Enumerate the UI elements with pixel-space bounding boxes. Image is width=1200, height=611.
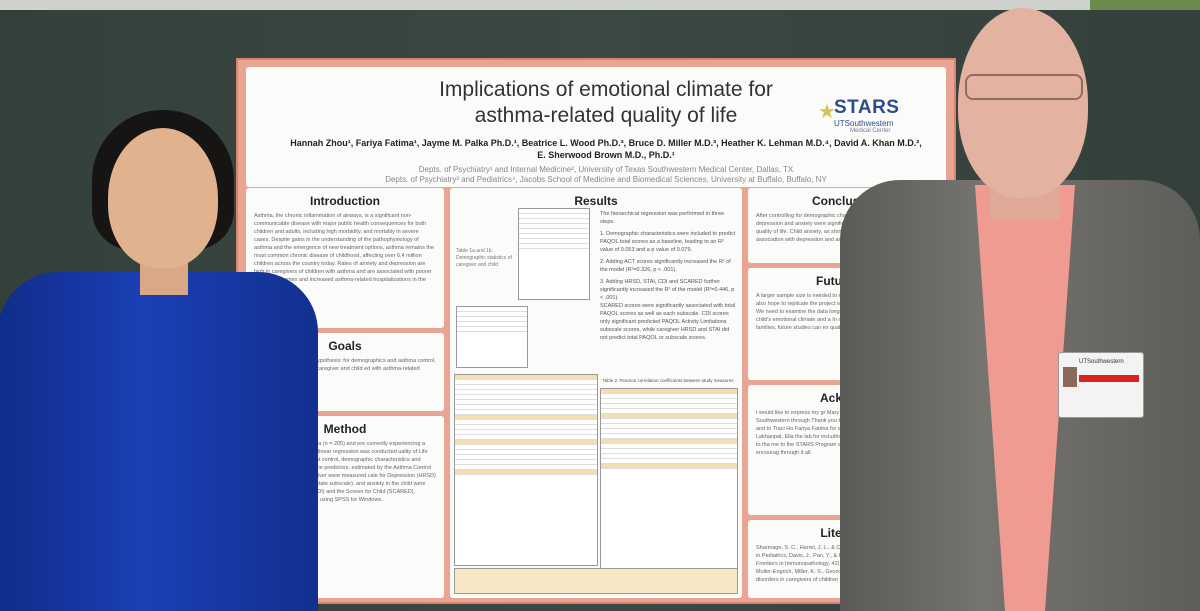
stars-logo: ★ STARS UTSouthwestern Medical Center [818, 97, 924, 134]
introduction-heading: Introduction [310, 194, 380, 208]
badge-stripe [1079, 375, 1139, 382]
results-para-1: The hierarchical regression was performe… [600, 211, 725, 225]
badge-photo [1063, 367, 1077, 387]
summary-table [454, 568, 738, 594]
logo-sub2: Medical Center [850, 128, 891, 134]
authors-line-2: E. Sherwood Brown M.D., Ph.D.¹ [537, 150, 675, 160]
poster-affiliations: Depts. of Psychiatry¹ and Internal Medic… [306, 165, 906, 185]
title-line-1: Implications of emotional climate for [439, 78, 773, 101]
affiliation-2: Depts. of Psychiatry³ and Pediatrics⁴, J… [385, 175, 827, 184]
id-badge: UTSouthwestern [1058, 352, 1144, 418]
results-para-3: 2. Adding ACT scores significantly incre… [600, 259, 731, 273]
logo-main: STARS [834, 97, 900, 118]
results-panel: Results Table 1a and 1b. Demographic sta… [450, 188, 742, 598]
results-heading: Results [574, 194, 618, 208]
star-icon: ★ [818, 101, 836, 123]
authors-line-1: Hannah Zhou¹, Fariya Fatima¹, Jayme M. P… [290, 138, 922, 148]
man-head [958, 8, 1088, 198]
woman-face [108, 128, 218, 268]
method-text: 7-17 with persistent asthma (n = 205) an… [254, 441, 436, 503]
title-line-2: asthma-related quality of life [474, 104, 738, 127]
correlation-caption: Table 2. Pearson correlation coefficient… [602, 378, 734, 383]
method-heading: Method [323, 422, 367, 436]
poster-authors: Hannah Zhou¹, Fariya Fatima¹, Jayme M. P… [276, 137, 936, 161]
poster-title: Implications of emotional climate for as… [356, 77, 856, 129]
woman-blue-shirt [0, 272, 318, 611]
results-para-5: SCARED scores were significantly associa… [600, 303, 736, 341]
demographics-table [518, 208, 590, 300]
child-demographics-table [456, 306, 528, 368]
results-text: The hierarchical regression was performe… [600, 210, 736, 342]
regression-table [454, 374, 598, 566]
poster-header: Implications of emotional climate for as… [246, 67, 946, 187]
man-glasses [965, 74, 1083, 100]
goals-heading: Goals [328, 339, 362, 353]
results-para-4: 3. Adding HRSD, STAI, CDI and SCARED fur… [600, 279, 735, 301]
logo-sub: UTSouthwestern [834, 119, 894, 128]
demographics-caption: Table 1a and 1b. Demographic statistics … [456, 248, 512, 268]
results-para-2: 1. Demographic characteristics were incl… [600, 231, 736, 253]
correlation-table [600, 388, 738, 570]
badge-label: UTSouthwestern [1079, 359, 1124, 365]
affiliation-1: Depts. of Psychiatry¹ and Internal Medic… [418, 165, 794, 174]
